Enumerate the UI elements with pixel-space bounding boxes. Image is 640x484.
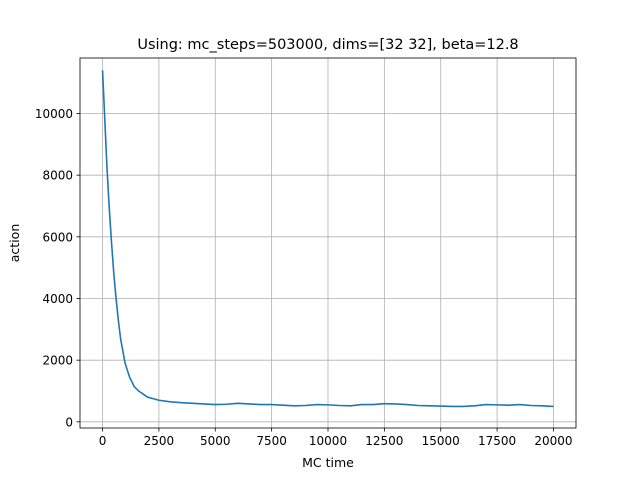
x-tick-label: 0 xyxy=(99,434,107,448)
x-tick-label: 15000 xyxy=(422,434,460,448)
plot-area-frame xyxy=(79,57,577,429)
y-tick-label: 10000 xyxy=(35,107,73,121)
x-tick-label: 2500 xyxy=(144,434,175,448)
y-tick-label: 0 xyxy=(65,415,73,429)
y-tick-label: 8000 xyxy=(42,169,73,183)
series-line xyxy=(101,70,554,408)
x-tick-label: 17500 xyxy=(478,434,516,448)
chart-title: Using: mc_steps=503000, dims=[32 32], be… xyxy=(137,37,518,53)
y-tick-label: 2000 xyxy=(42,354,73,368)
series-layer xyxy=(101,70,554,408)
x-tick-label: 7500 xyxy=(256,434,287,448)
y-tick-label: 6000 xyxy=(42,230,73,244)
y-axis-ticks: 0 2000 4000 6000 8000 10000 xyxy=(35,107,80,429)
x-axis-ticks: 0 2500 5000 7500 10000 12500 15000 17500 20000 xyxy=(99,428,573,448)
y-axis-label: action xyxy=(7,224,22,262)
x-tick-label: 12500 xyxy=(365,434,403,448)
grid xyxy=(80,58,576,428)
x-tick-label: 5000 xyxy=(200,434,231,448)
x-tick-label: 20000 xyxy=(534,434,572,448)
x-tick-label: 10000 xyxy=(309,434,347,448)
x-axis-label: MC time xyxy=(302,455,354,470)
y-tick-label: 4000 xyxy=(42,292,73,306)
